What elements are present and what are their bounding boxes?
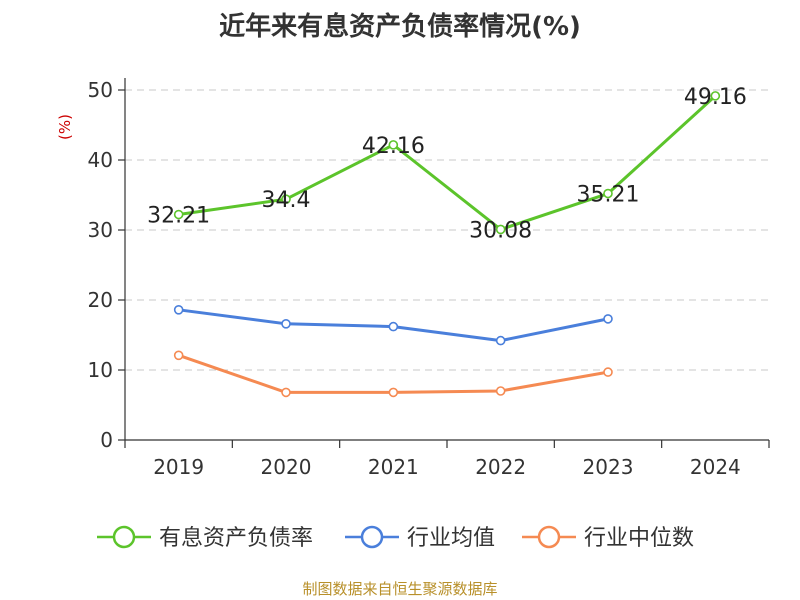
- data-point: [603, 188, 613, 199]
- data-label: 35.21: [577, 183, 640, 208]
- data-point: [281, 387, 291, 398]
- y-tick-label: 10: [88, 358, 113, 382]
- series-lines: [173, 91, 721, 398]
- data-label: 34.4: [262, 188, 311, 213]
- legend-marker: [360, 525, 384, 549]
- legend: 有息资产负债率 行业均值 行业中位数: [97, 525, 694, 551]
- x-tick-label: 2021: [368, 455, 419, 479]
- data-point: [603, 314, 613, 324]
- legend-label: 行业中位数: [584, 526, 694, 551]
- data-point: [281, 318, 291, 329]
- data-label: 30.08: [469, 218, 532, 243]
- source-note: 制图数据来自恒生聚源数据库: [302, 580, 498, 598]
- chart-title: 近年来有息资产负债率情况(%): [219, 12, 581, 42]
- series-line-2: [178, 353, 609, 394]
- legend-label: 行业均值: [407, 526, 495, 551]
- legend-marker: [537, 525, 561, 549]
- y-tick-label: 0: [100, 428, 113, 452]
- legend-marker: [112, 525, 136, 549]
- data-label: 32.21: [147, 204, 210, 229]
- data-point: [388, 140, 399, 150]
- axes: 0 10 20 30 40 50 2019 2020 2021 2022 2023 2024 (%): [56, 78, 770, 479]
- legend-label: 有息资产负债率: [159, 526, 313, 551]
- data-point: [388, 321, 399, 332]
- y-tick-label: 20: [88, 288, 113, 312]
- y-tick-label: 40: [88, 148, 113, 172]
- data-point: [173, 304, 184, 315]
- series-line-0: [178, 94, 717, 231]
- data-point: [495, 224, 506, 235]
- data-point: [173, 209, 184, 220]
- data-point: [495, 386, 506, 396]
- data-point: [173, 350, 184, 361]
- data-point: [281, 194, 291, 204]
- x-tick-label: 2020: [261, 455, 312, 479]
- x-tick-label: 2019: [153, 455, 204, 479]
- x-tick-label: 2022: [475, 455, 526, 479]
- data-label: 49.16: [684, 85, 747, 110]
- grid-lines: [125, 89, 769, 371]
- data-point: [603, 367, 613, 377]
- data-labels: 32.21 34.4 42.16 30.08 35.21 49.16: [147, 85, 747, 244]
- data-label: 42.16: [362, 134, 425, 159]
- data-point: [495, 335, 506, 346]
- x-tick-label: 2023: [583, 455, 634, 479]
- x-tick-label: 2024: [690, 455, 741, 479]
- data-point: [388, 387, 399, 398]
- y-axis-label: (%): [56, 114, 74, 140]
- data-point: [710, 91, 721, 101]
- y-tick-label: 30: [88, 218, 113, 242]
- y-tick-label: 50: [88, 78, 113, 102]
